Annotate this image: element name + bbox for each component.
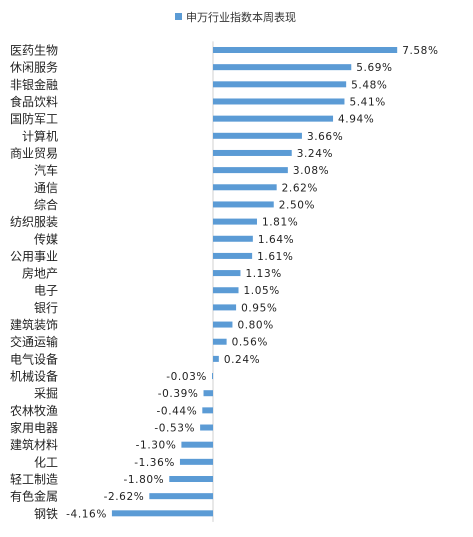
category-label-11: 纺织服装 [10, 215, 58, 229]
category-label-24: 建筑材料 [10, 437, 58, 452]
legend-label: 申万行业指数本周表现 [186, 10, 296, 24]
bar-26 [169, 476, 213, 482]
category-label-17: 建筑装饰 [10, 317, 58, 332]
value-label-15: 1.05% [244, 285, 280, 297]
category-label-5: 国防军工 [10, 111, 58, 126]
category-label-8: 汽车 [34, 163, 58, 178]
value-label-14: 1.13% [245, 268, 281, 280]
bar-2 [213, 64, 352, 71]
bar-16 [213, 304, 237, 311]
value-label-26: -1.80% [124, 474, 165, 486]
bar-22 [202, 407, 213, 414]
bar-20 [212, 373, 213, 380]
value-label-9: 2.62% [282, 182, 318, 194]
bar-15 [213, 287, 239, 294]
category-label-16: 银行 [34, 301, 58, 315]
bar-6 [213, 132, 302, 139]
value-label-10: 2.50% [279, 199, 315, 211]
category-label-7: 商业贸易 [10, 145, 58, 160]
legend-swatch [175, 13, 182, 20]
category-label-10: 综合 [34, 197, 58, 212]
category-label-4: 食品饮料 [10, 94, 58, 109]
value-label-4: 5.41% [349, 96, 385, 108]
value-label-8: 3.08% [293, 165, 329, 177]
category-label-13: 公用事业 [10, 249, 58, 263]
category-label-18: 交通运输 [10, 334, 58, 349]
category-label-27: 有色金属 [10, 489, 58, 504]
bar-12 [213, 235, 253, 242]
value-label-16: 0.95% [241, 302, 277, 314]
value-label-11: 1.81% [262, 217, 298, 229]
category-label-23: 家用电器 [10, 420, 58, 435]
bar-4 [213, 98, 345, 105]
value-label-23: -0.53% [154, 423, 195, 435]
category-label-28: 钢铁 [34, 507, 58, 521]
value-label-3: 5.48% [351, 79, 387, 91]
bar-13 [213, 252, 253, 259]
bar-9 [213, 184, 277, 191]
value-label-27: -2.62% [104, 491, 145, 503]
value-label-19: 0.24% [224, 354, 260, 366]
category-label-15: 电子 [34, 284, 58, 298]
value-label-13: 1.61% [257, 251, 293, 263]
bar-27 [149, 493, 213, 500]
bar-7 [213, 149, 292, 156]
category-label-2: 休闲服务 [10, 60, 58, 75]
value-label-12: 1.64% [258, 234, 294, 246]
value-label-22: -0.44% [157, 405, 198, 417]
category-label-25: 化工 [34, 455, 58, 469]
category-label-19: 电气设备 [10, 351, 58, 366]
category-label-6: 计算机 [22, 128, 58, 143]
bar-1 [213, 47, 398, 53]
value-label-28: -4.16% [66, 508, 107, 520]
category-label-12: 传媒 [34, 231, 58, 246]
category-label-22: 农林牧渔 [10, 404, 58, 418]
bar-23 [200, 424, 213, 431]
category-label-26: 轻工制造 [10, 473, 58, 487]
category-label-14: 房地产 [22, 266, 58, 281]
value-label-2: 5.69% [356, 62, 392, 74]
value-label-24: -1.30% [136, 440, 177, 452]
category-label-3: 非银金融 [10, 77, 58, 92]
bar-5 [213, 115, 334, 122]
category-label-1: 医药生物 [10, 44, 58, 58]
bar-19 [213, 355, 219, 362]
bar-25 [179, 458, 213, 465]
value-label-7: 3.24% [297, 148, 333, 160]
bar-17 [213, 321, 233, 328]
value-label-18: 0.56% [232, 337, 268, 349]
bar-10 [213, 201, 274, 208]
value-label-6: 3.66% [307, 131, 343, 143]
bar-18 [213, 338, 227, 345]
value-label-20: -0.03% [166, 371, 207, 383]
plot-area: 医药生物 7.58% 休闲服务 5.69% 非银金融 5.48% 食品饮料 5.41% 国防军工… [10, 41, 438, 522]
category-label-21: 采掘 [34, 386, 58, 401]
value-label-25: -1.36% [134, 457, 175, 469]
value-label-21: -0.39% [158, 388, 199, 400]
bar-28 [111, 510, 213, 517]
bar-21 [203, 390, 213, 397]
category-label-9: 通信 [34, 181, 58, 195]
value-label-1: 7.58% [402, 45, 438, 57]
bar-8 [213, 167, 288, 174]
value-label-17: 0.80% [237, 320, 273, 332]
bar-24 [181, 441, 213, 448]
bar-3 [213, 81, 347, 88]
value-label-5: 4.94% [338, 114, 374, 126]
category-label-20: 机械设备 [10, 369, 58, 384]
bar-11 [213, 218, 257, 225]
bar-14 [213, 270, 241, 277]
legend: 申万行业指数本周表现 [175, 10, 296, 24]
